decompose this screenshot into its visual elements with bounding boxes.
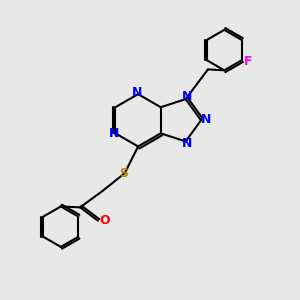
Text: S: S xyxy=(119,167,128,180)
Text: O: O xyxy=(99,214,110,227)
Text: N: N xyxy=(109,127,119,140)
Text: N: N xyxy=(201,113,212,126)
Text: N: N xyxy=(182,137,192,150)
Text: N: N xyxy=(131,86,142,99)
Text: F: F xyxy=(244,55,253,68)
Text: N: N xyxy=(182,90,192,103)
